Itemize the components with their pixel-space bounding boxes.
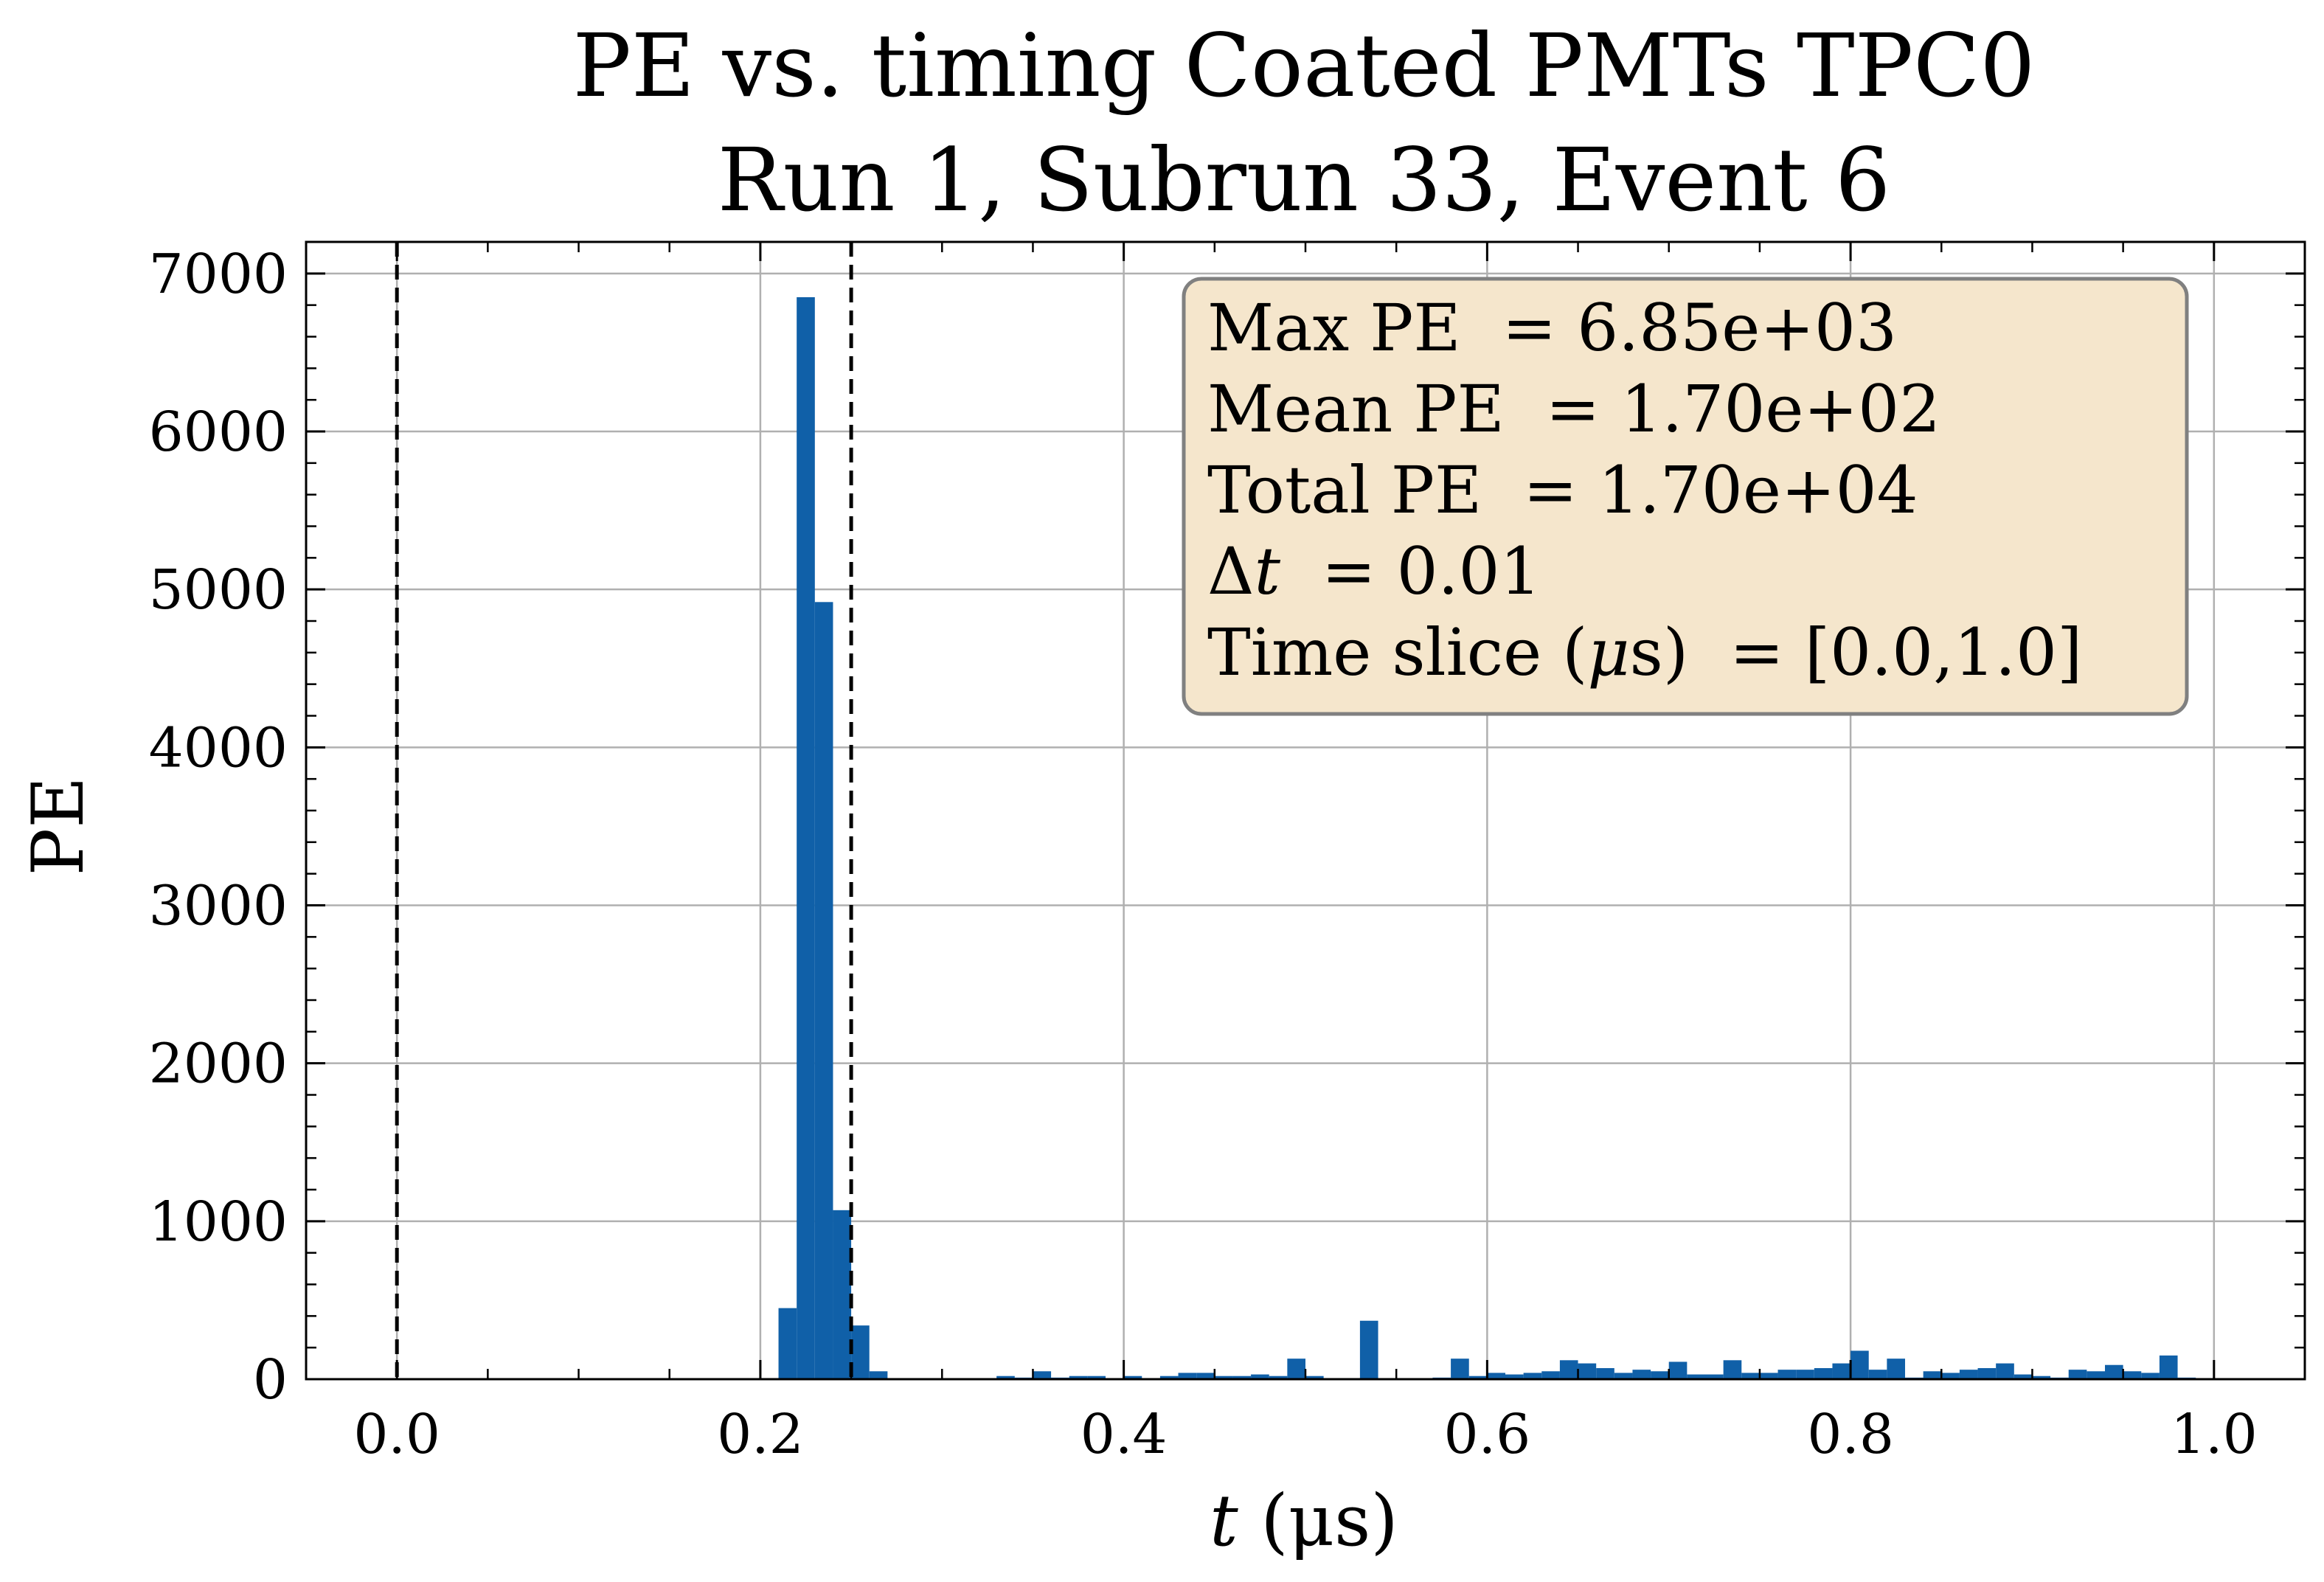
histogram-bar [2087, 1371, 2105, 1379]
histogram-bar [1559, 1360, 1578, 1379]
x-tick-label: 0.2 [717, 1403, 804, 1466]
histogram-bar [1959, 1370, 1978, 1379]
y-tick-label: 2000 [149, 1033, 288, 1096]
chart-title-line1: PE vs. timing Coated PMTs TPC0 [573, 15, 2036, 117]
x-tick-labels: 0.0 0.2 0.4 0.6 0.8 1.0 [353, 1403, 2257, 1466]
histogram-bar [1232, 1375, 1252, 1379]
x-tick-label: 0.8 [1807, 1403, 1894, 1466]
histogram-bar [1487, 1373, 1505, 1379]
histogram-bar [1359, 1320, 1378, 1379]
x-axis-label: t (μs) [1210, 1479, 1398, 1562]
histogram-bar [1668, 1361, 1687, 1379]
histogram-bar [2105, 1364, 2123, 1379]
x-tick-label: 0.0 [353, 1403, 440, 1466]
histogram-bar [1741, 1373, 1760, 1379]
histogram-bar [1505, 1374, 1524, 1379]
histogram-bar [1578, 1363, 1597, 1379]
histogram-bar [2032, 1375, 2051, 1379]
histogram-bar [2013, 1374, 2033, 1379]
histogram-bar [833, 1210, 852, 1379]
histogram-bar [1159, 1375, 1179, 1379]
histogram-bar [1814, 1368, 1833, 1379]
histogram-bar [1451, 1359, 1469, 1379]
y-tick-labels: 0 1000 2000 3000 4000 5000 6000 7000 [149, 243, 288, 1412]
stats-time-slice: Time slice (μs) = [0.0,1.0] [1207, 614, 2082, 690]
stats-total-pe: Total PE = 1.70e+04 [1207, 452, 1918, 528]
histogram-bar [1887, 1359, 1905, 1379]
histogram-bar [1069, 1375, 1088, 1379]
y-axis-label: PE [17, 777, 100, 876]
histogram-bar [1687, 1374, 1705, 1379]
histogram-bar [1123, 1375, 1142, 1379]
histogram-bar [1196, 1373, 1215, 1379]
histogram-bar [1468, 1375, 1488, 1379]
histogram-bar [1705, 1374, 1724, 1379]
dashed-reference-lines [395, 242, 853, 1379]
y-tick-label: 0 [253, 1348, 288, 1412]
histogram-bar [814, 602, 833, 1379]
histogram-bar [1305, 1375, 1324, 1379]
histogram-bar [778, 1308, 797, 1379]
y-tick-label: 7000 [149, 243, 288, 306]
histogram-bar [1251, 1374, 1269, 1379]
y-tick-label: 5000 [149, 558, 288, 622]
histogram-bar [996, 1375, 1015, 1379]
histogram-bar [1596, 1368, 1614, 1379]
axis-ticks [305, 242, 2306, 1381]
y-tick-label: 1000 [149, 1190, 288, 1254]
histogram-bar [1541, 1371, 1560, 1379]
x-tick-label: 0.4 [1081, 1403, 1168, 1466]
histogram-bar [1033, 1371, 1052, 1379]
stats-box: Max PE = 6.85e+03 Mean PE = 1.70e+02 Tot… [1182, 277, 2189, 716]
histogram-bar [2159, 1355, 2178, 1379]
histogram-bar [1977, 1368, 1997, 1379]
histogram-bar [2123, 1371, 2142, 1379]
stats-max-pe: Max PE = 6.85e+03 [1207, 290, 1897, 366]
histogram-bar [1614, 1373, 1633, 1379]
histogram-bar [1632, 1370, 1651, 1379]
histogram-bar [1651, 1371, 1669, 1379]
histogram-bar [1850, 1350, 1869, 1379]
stats-delta-t: Δt = 0.01 [1207, 533, 1541, 609]
x-tick-label: 1.0 [2171, 1403, 2258, 1466]
histogram-bars [778, 296, 2196, 1379]
histogram-bar [1868, 1370, 1887, 1379]
histogram-bar [851, 1325, 870, 1379]
histogram-bar [797, 296, 815, 1379]
histogram-bar [1759, 1373, 1778, 1379]
histogram-bar [1087, 1375, 1106, 1379]
histogram-bar [869, 1371, 888, 1379]
histogram-bar [1832, 1363, 1851, 1379]
histogram-bar [1941, 1373, 1960, 1379]
y-tick-label: 4000 [149, 716, 288, 780]
histogram-bar [1287, 1359, 1305, 1379]
y-tick-label: 6000 [149, 400, 288, 464]
histogram-bar [1923, 1371, 1942, 1379]
histogram-bar [1214, 1375, 1233, 1379]
histogram-bar [1178, 1373, 1197, 1379]
histogram-bar [1723, 1360, 1742, 1379]
chart-title-line2: Run 1, Subrun 33, Event 6 [718, 129, 1891, 231]
histogram-bar [1796, 1370, 1814, 1379]
x-tick-label: 0.6 [1444, 1403, 1531, 1466]
histogram-bar [2068, 1370, 2087, 1379]
stats-mean-pe: Mean PE = 1.70e+02 [1207, 371, 1940, 447]
histogram-bar [2141, 1373, 2160, 1379]
histogram-bar [1777, 1370, 1797, 1379]
y-tick-label: 3000 [149, 875, 288, 938]
histogram-bar [1523, 1373, 1542, 1379]
histogram-bar [1996, 1363, 2014, 1379]
stats-box-background [1182, 277, 2189, 716]
histogram-bar [1269, 1375, 1288, 1379]
